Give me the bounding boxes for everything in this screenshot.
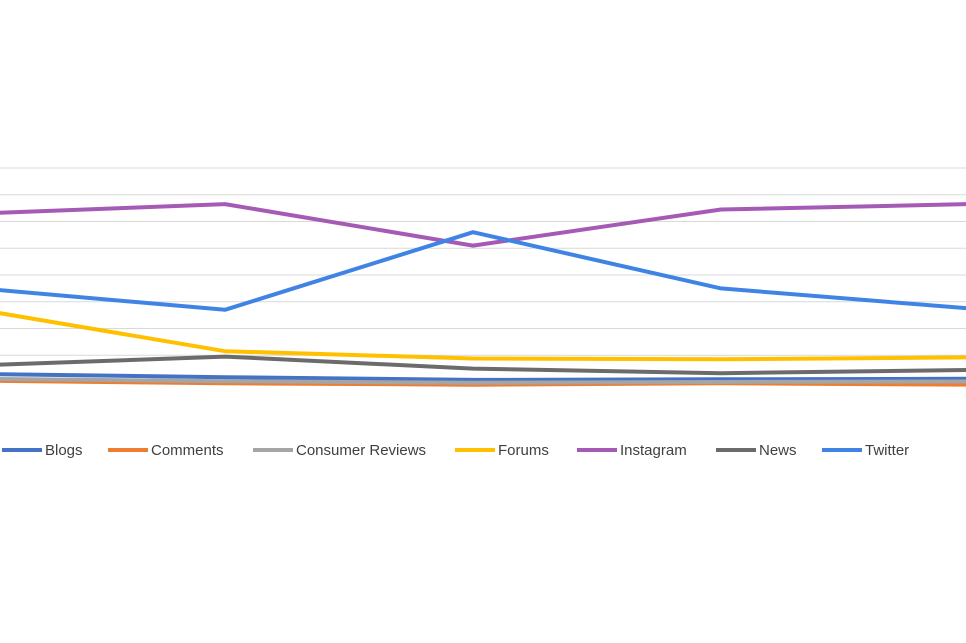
- series-line-consumer-reviews: [0, 376, 966, 385]
- legend-label-blogs: Blogs: [45, 442, 83, 459]
- series-line-instagram: [0, 202, 966, 248]
- legend-label-instagram: Instagram: [620, 442, 687, 459]
- series-lines: [0, 202, 966, 387]
- series-line-forums: [0, 311, 966, 362]
- legend-label-comments: Comments: [151, 442, 224, 459]
- gridlines: [0, 167, 966, 383]
- legend-label-forums: Forums: [498, 442, 549, 459]
- legend-label-news: News: [759, 442, 797, 459]
- legend-label-consumer-reviews: Consumer Reviews: [296, 442, 426, 459]
- series-line-news: [0, 354, 966, 376]
- legend-label-twitter: Twitter: [865, 442, 909, 459]
- series-line-blogs: [0, 372, 966, 382]
- series-line-twitter: [0, 230, 966, 312]
- legend: Blogs Comments Consumer Reviews Forums Insta…: [2, 442, 909, 459]
